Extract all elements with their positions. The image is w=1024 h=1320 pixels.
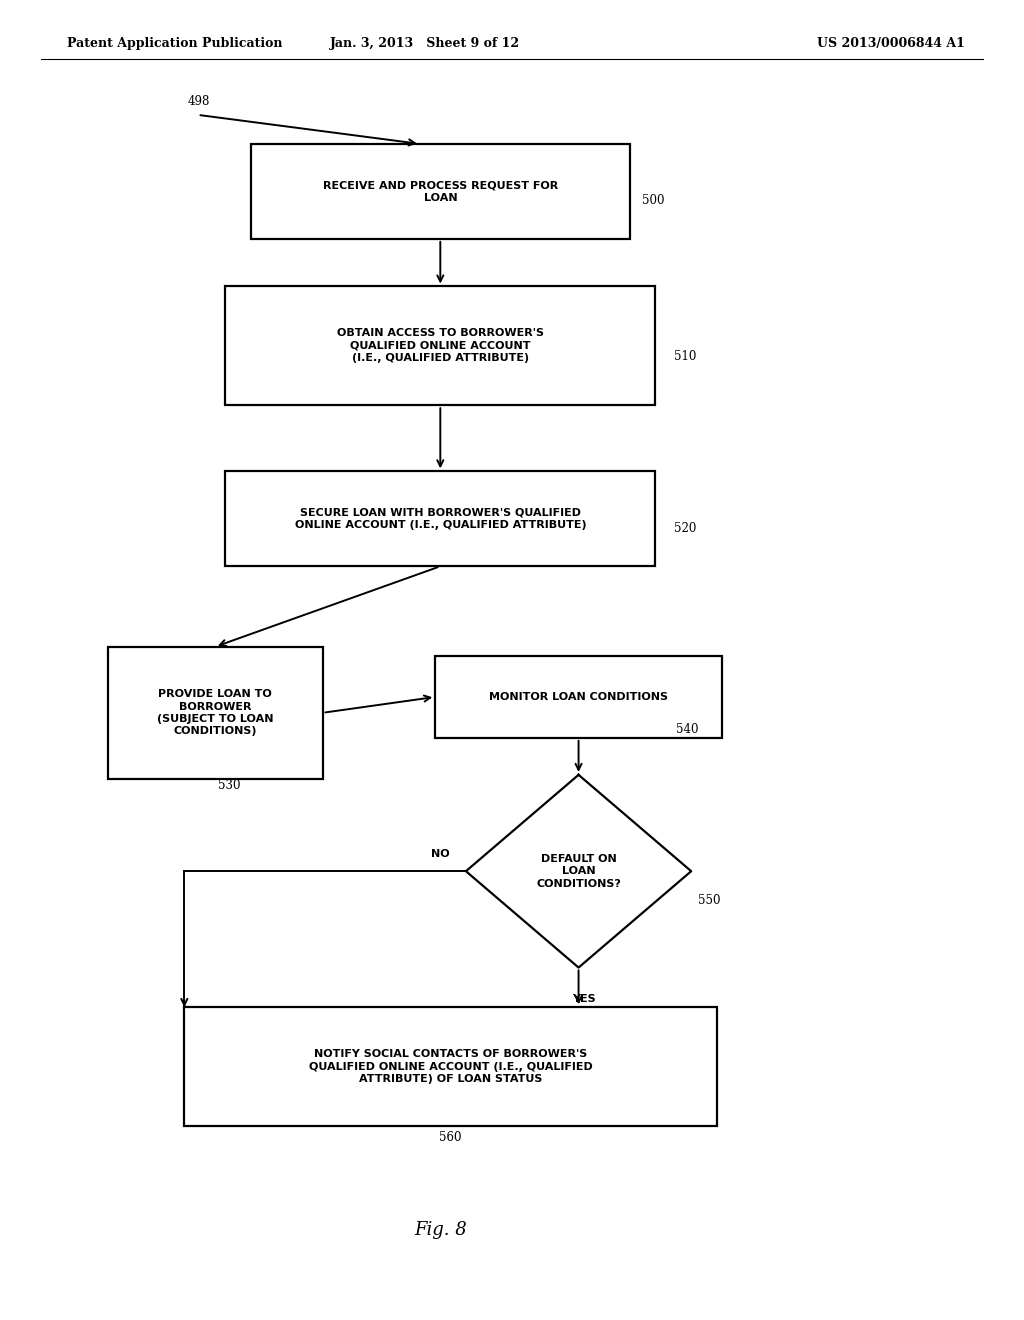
Text: 498: 498: [187, 95, 210, 108]
Text: Fig. 8: Fig. 8: [414, 1221, 467, 1239]
Text: OBTAIN ACCESS TO BORROWER'S
QUALIFIED ONLINE ACCOUNT
(I.E., QUALIFIED ATTRIBUTE): OBTAIN ACCESS TO BORROWER'S QUALIFIED ON…: [337, 329, 544, 363]
Text: Patent Application Publication: Patent Application Publication: [67, 37, 282, 50]
Bar: [251, 144, 630, 239]
Text: 550: 550: [698, 894, 721, 907]
Bar: [225, 471, 655, 566]
Bar: [108, 647, 323, 779]
Text: Jan. 3, 2013   Sheet 9 of 12: Jan. 3, 2013 Sheet 9 of 12: [330, 37, 520, 50]
Text: US 2013/0006844 A1: US 2013/0006844 A1: [817, 37, 965, 50]
Text: 540: 540: [676, 723, 698, 737]
Text: 510: 510: [674, 350, 696, 363]
Text: YES: YES: [571, 994, 596, 1005]
Text: SECURE LOAN WITH BORROWER'S QUALIFIED
ONLINE ACCOUNT (I.E., QUALIFIED ATTRIBUTE): SECURE LOAN WITH BORROWER'S QUALIFIED ON…: [295, 508, 586, 529]
Text: DEFAULT ON
LOAN
CONDITIONS?: DEFAULT ON LOAN CONDITIONS?: [537, 854, 621, 888]
Text: 560: 560: [439, 1131, 462, 1144]
Bar: [435, 656, 722, 738]
Bar: [184, 1007, 717, 1126]
Text: NO: NO: [431, 849, 450, 859]
Text: PROVIDE LOAN TO
BORROWER
(SUBJECT TO LOAN
CONDITIONS): PROVIDE LOAN TO BORROWER (SUBJECT TO LOA…: [157, 689, 273, 737]
Text: RECEIVE AND PROCESS REQUEST FOR
LOAN: RECEIVE AND PROCESS REQUEST FOR LOAN: [323, 181, 558, 202]
Text: NOTIFY SOCIAL CONTACTS OF BORROWER'S
QUALIFIED ONLINE ACCOUNT (I.E., QUALIFIED
A: NOTIFY SOCIAL CONTACTS OF BORROWER'S QUA…: [308, 1049, 593, 1084]
Text: 520: 520: [674, 521, 696, 535]
Text: 500: 500: [642, 194, 665, 207]
Text: 530: 530: [218, 779, 241, 792]
Bar: [225, 286, 655, 405]
Text: MONITOR LOAN CONDITIONS: MONITOR LOAN CONDITIONS: [489, 692, 668, 702]
